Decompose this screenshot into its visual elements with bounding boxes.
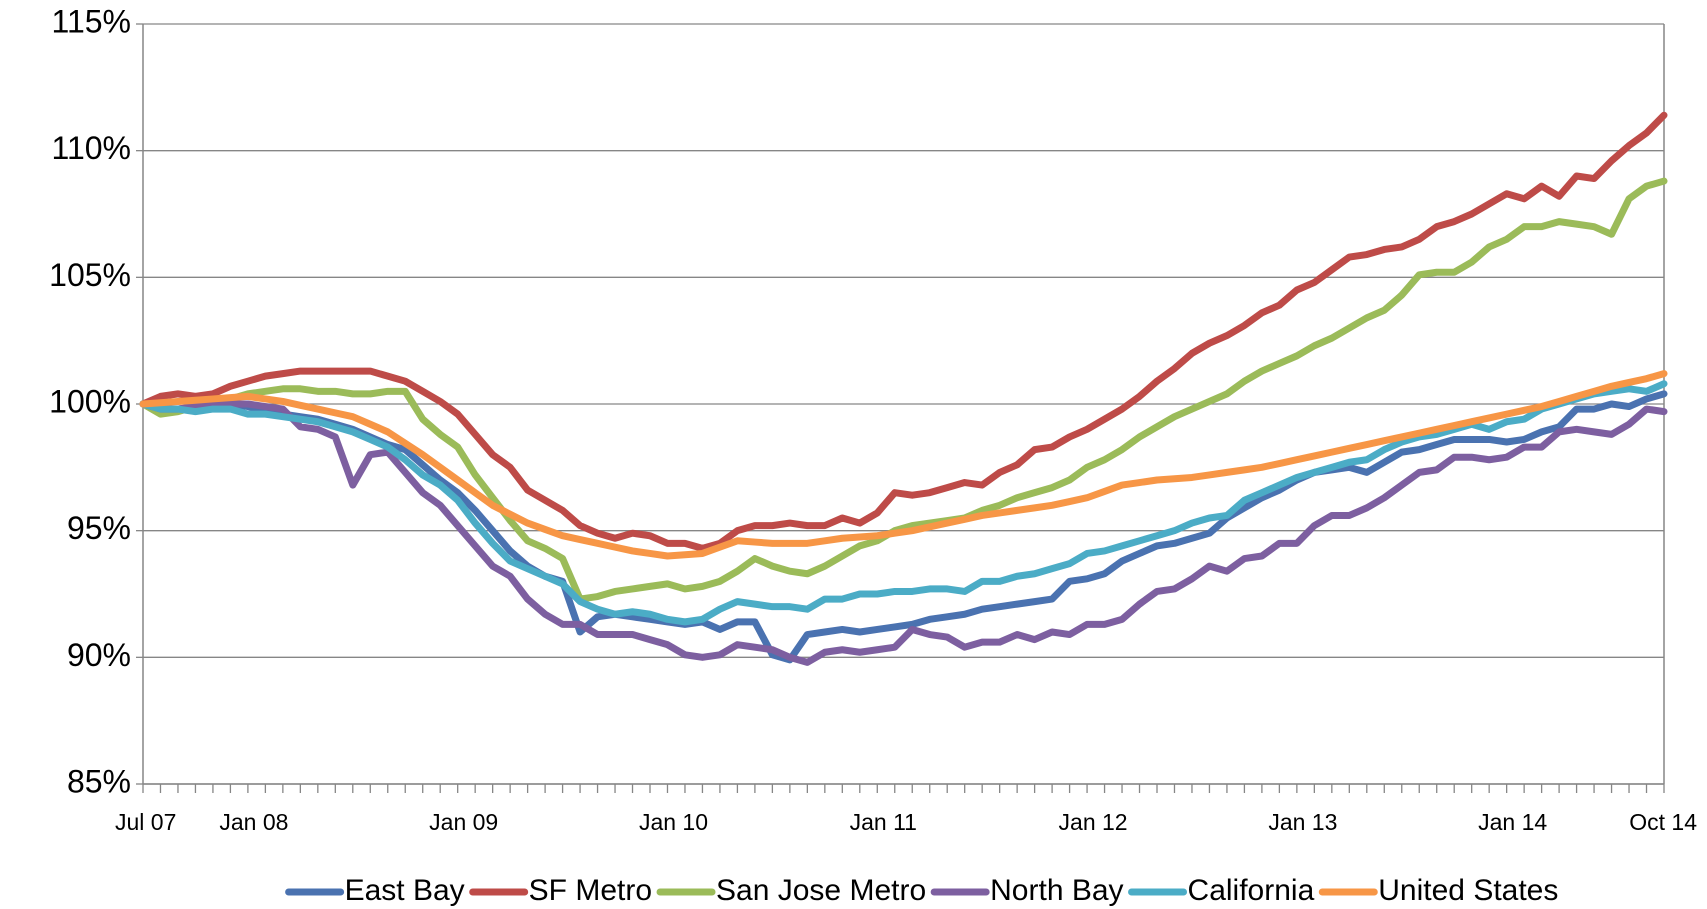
y-tick-label: 85% (67, 763, 131, 799)
x-tick-label: Jan 10 (639, 809, 708, 835)
y-tick-label: 105% (49, 257, 131, 293)
series-line (139, 111, 1668, 552)
y-tick-label: 115% (52, 3, 131, 39)
y-tick-label: 100% (49, 383, 131, 419)
series-line (139, 370, 1668, 560)
x-tick-label: Jul 07 (115, 809, 176, 835)
legend-label: SF Metro (529, 874, 652, 907)
x-tick-label: Jan 13 (1268, 809, 1337, 835)
legend-label: United States (1378, 874, 1558, 907)
legend-label: North Bay (990, 874, 1123, 907)
series-line (139, 177, 1668, 603)
x-tick-label: Jan 08 (219, 809, 288, 835)
y-tick-label: 90% (67, 637, 131, 673)
x-tick-label: Oct 14 (1629, 809, 1697, 835)
series-line (139, 390, 1668, 664)
legend-label: California (1188, 874, 1315, 907)
x-tick-label: Jan 12 (1059, 809, 1128, 835)
y-tick-label: 110% (52, 130, 131, 166)
legend-label: San Jose Metro (716, 874, 926, 907)
series-line (139, 380, 1668, 626)
x-tick-label: Jan 09 (429, 809, 498, 835)
series-line (139, 400, 1668, 666)
legend-label: East Bay (345, 874, 465, 907)
x-tick-label: Jan 11 (850, 809, 917, 835)
y-tick-label: 95% (67, 510, 131, 546)
x-tick-label: Jan 14 (1478, 809, 1547, 835)
